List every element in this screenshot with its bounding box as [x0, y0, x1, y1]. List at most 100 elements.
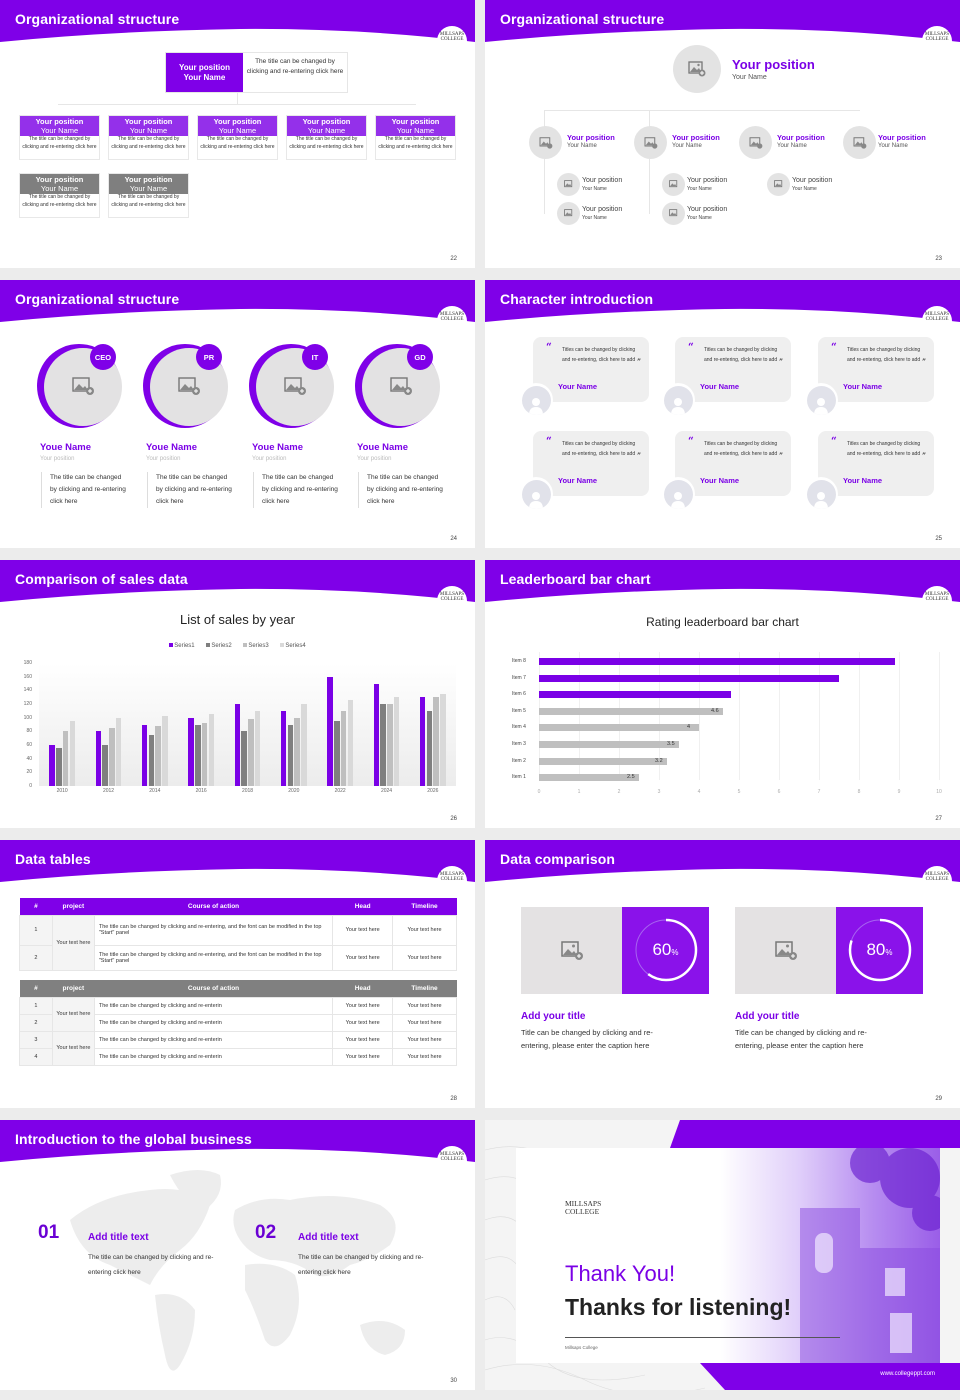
image-placeholder[interactable] — [521, 907, 622, 994]
y-category-label: Item 2 — [512, 757, 526, 764]
quote-author: Your Name — [843, 382, 883, 391]
x-tick-label: 2024 — [380, 788, 393, 794]
add-image-icon — [284, 377, 306, 395]
legend-item[interactable]: Series3 — [243, 643, 269, 649]
org-card-gray[interactable]: Your position Your Name The title can be c… — [19, 173, 100, 218]
table-row[interactable]: 4 The title can be changed by clicking a… — [19, 1047, 457, 1066]
divider — [565, 1337, 840, 1338]
legend-item[interactable]: Series4 — [280, 643, 306, 649]
slide-title: Leaderboard bar chart — [500, 571, 651, 587]
chart-bar — [387, 704, 393, 786]
x-tick-label: 2022 — [334, 788, 346, 794]
header-wave — [0, 280, 475, 322]
open-quote-icon: “ — [546, 342, 552, 353]
chart-bar — [195, 724, 201, 786]
person-desc: The title can be changed by clicking and… — [41, 472, 127, 508]
photo-placeholder[interactable] — [843, 126, 876, 159]
testimonial-card[interactable]: “ Titles can be changed by clicking and … — [675, 337, 791, 402]
open-quote-icon: “ — [688, 342, 694, 353]
photo-placeholder[interactable] — [634, 126, 667, 159]
name-label: Your Name — [567, 143, 597, 149]
slide-28[interactable]: Data tables MILLSAPS COLLEGE # project Co… — [0, 840, 475, 1108]
close-quote-icon: ” — [636, 451, 641, 460]
bar-value-label: 4.6 — [711, 707, 719, 714]
chart-bar — [141, 724, 148, 786]
y-tick-label: 20 — [26, 769, 32, 776]
photo-placeholder-small[interactable] — [662, 173, 685, 196]
slide-22[interactable]: Organizational structure MILLSAPS COLLEGE… — [0, 0, 475, 268]
table-row[interactable]: 3 Your text here The title can be change… — [19, 1030, 457, 1066]
image-placeholder[interactable] — [735, 907, 836, 994]
add-image-icon — [749, 136, 762, 149]
page-number: 28 — [450, 1096, 457, 1102]
position-label: Your position — [582, 206, 623, 213]
slide-25[interactable]: Character introduction MILLSAPS COLLEGE “… — [485, 280, 960, 548]
y-category-label: Item 1 — [512, 774, 526, 781]
chart-bar — [393, 697, 400, 786]
table-row[interactable]: 1 Your text here The title can be change… — [19, 914, 457, 971]
table-row[interactable]: 1 Your text here The title can be change… — [19, 996, 457, 1032]
testimonial-card[interactable]: “ Titles can be changed by clicking and … — [818, 337, 934, 402]
closing-card: MILLSAPS COLLEGE Thank You! Thanks for li… — [516, 1148, 940, 1363]
y-category-label: Item 7 — [512, 674, 526, 681]
name-label: Your Name — [183, 72, 226, 82]
photo-placeholder[interactable] — [529, 126, 562, 159]
chart-bar — [155, 725, 161, 786]
slide-30[interactable]: Introduction to the global business MILL… — [0, 1120, 475, 1390]
name-label: Your Name — [777, 143, 807, 149]
photo-placeholder-small[interactable] — [557, 202, 580, 225]
table-row[interactable]: 2 The title can be changed by clicking a… — [19, 944, 457, 971]
testimonial-card[interactable]: “ Titles can be changed by clicking and … — [533, 431, 649, 496]
add-image-icon — [390, 377, 412, 395]
org-card[interactable]: Your position Your Name The title can be c… — [19, 115, 100, 160]
legend-item[interactable]: Series2 — [206, 643, 232, 649]
photo-placeholder-small[interactable] — [767, 173, 790, 196]
chart-bar — [208, 714, 215, 786]
website-link[interactable]: www.collegeppt.com — [880, 1371, 935, 1377]
org-card-gray[interactable]: Your position Your Name The title can be c… — [108, 173, 189, 218]
percent-value: 80% — [866, 940, 893, 959]
chart-bar — [102, 745, 108, 786]
y-tick-label: 40 — [26, 755, 32, 762]
org-card[interactable]: Your position Your Name The title can be c… — [286, 115, 367, 160]
slide-27[interactable]: Leaderboard bar chart MILLSAPS COLLEGE Ra… — [485, 560, 960, 828]
org-card[interactable]: Your position Your Name The title can be c… — [197, 115, 278, 160]
grid-line — [859, 652, 860, 780]
chart-bar — [287, 724, 294, 786]
add-image-icon — [644, 136, 657, 149]
slide-31[interactable]: MILLSAPS COLLEGE Thank You! Thanks for li… — [485, 1120, 960, 1390]
legend-item[interactable]: Series1 — [169, 643, 195, 649]
person-position: Your position — [357, 456, 392, 462]
photo-placeholder[interactable] — [673, 45, 721, 93]
quote-text: Titles can be changed by clicking and re… — [847, 347, 921, 363]
testimonial-card[interactable]: “ Titles can be changed by clicking and … — [818, 431, 934, 496]
org-top-card[interactable]: Your position Your Name The title can be … — [165, 52, 348, 93]
user-icon — [671, 491, 685, 509]
name-label: Your Name — [732, 74, 767, 81]
photo-placeholder[interactable] — [739, 126, 772, 159]
testimonial-card[interactable]: “ Titles can be changed by clicking and … — [675, 431, 791, 496]
org-card[interactable]: Your position Your Name The title can be c… — [108, 115, 189, 160]
slide-header: Data comparison — [485, 840, 960, 884]
slide-24[interactable]: Organizational structure MILLSAPS COLLEGE… — [0, 280, 475, 548]
grid-line — [699, 652, 700, 780]
person-name: Youe Name — [357, 442, 409, 453]
person-name: Youe Name — [146, 442, 198, 453]
open-quote-icon: “ — [831, 436, 837, 447]
slide-29[interactable]: Data comparison MILLSAPS COLLEGE 60% Add … — [485, 840, 960, 1108]
position-label: Your position — [567, 133, 615, 142]
person-desc: The title can be changed by clicking and… — [147, 472, 233, 508]
table-header-row: # project Course of action Head Timeline — [19, 980, 457, 997]
connector-line — [237, 93, 238, 104]
photo-placeholder-small[interactable] — [557, 173, 580, 196]
position-label: Your position — [878, 133, 926, 142]
slide-26[interactable]: Comparison of sales data MILLSAPS COLLEGE… — [0, 560, 475, 828]
item-number: 01 — [38, 1222, 60, 1243]
close-quote-icon: ” — [778, 357, 783, 366]
testimonial-card[interactable]: “ Titles can be changed by clicking and … — [533, 337, 649, 402]
org-card[interactable]: Your position Your Name The title can be c… — [375, 115, 456, 160]
slide-23[interactable]: Organizational structure MILLSAPS COLLEGE… — [485, 0, 960, 268]
x-tick-label: 2012 — [102, 788, 115, 794]
chart-title: Rating leaderboard bar chart — [646, 615, 799, 629]
photo-placeholder-small[interactable] — [662, 202, 685, 225]
